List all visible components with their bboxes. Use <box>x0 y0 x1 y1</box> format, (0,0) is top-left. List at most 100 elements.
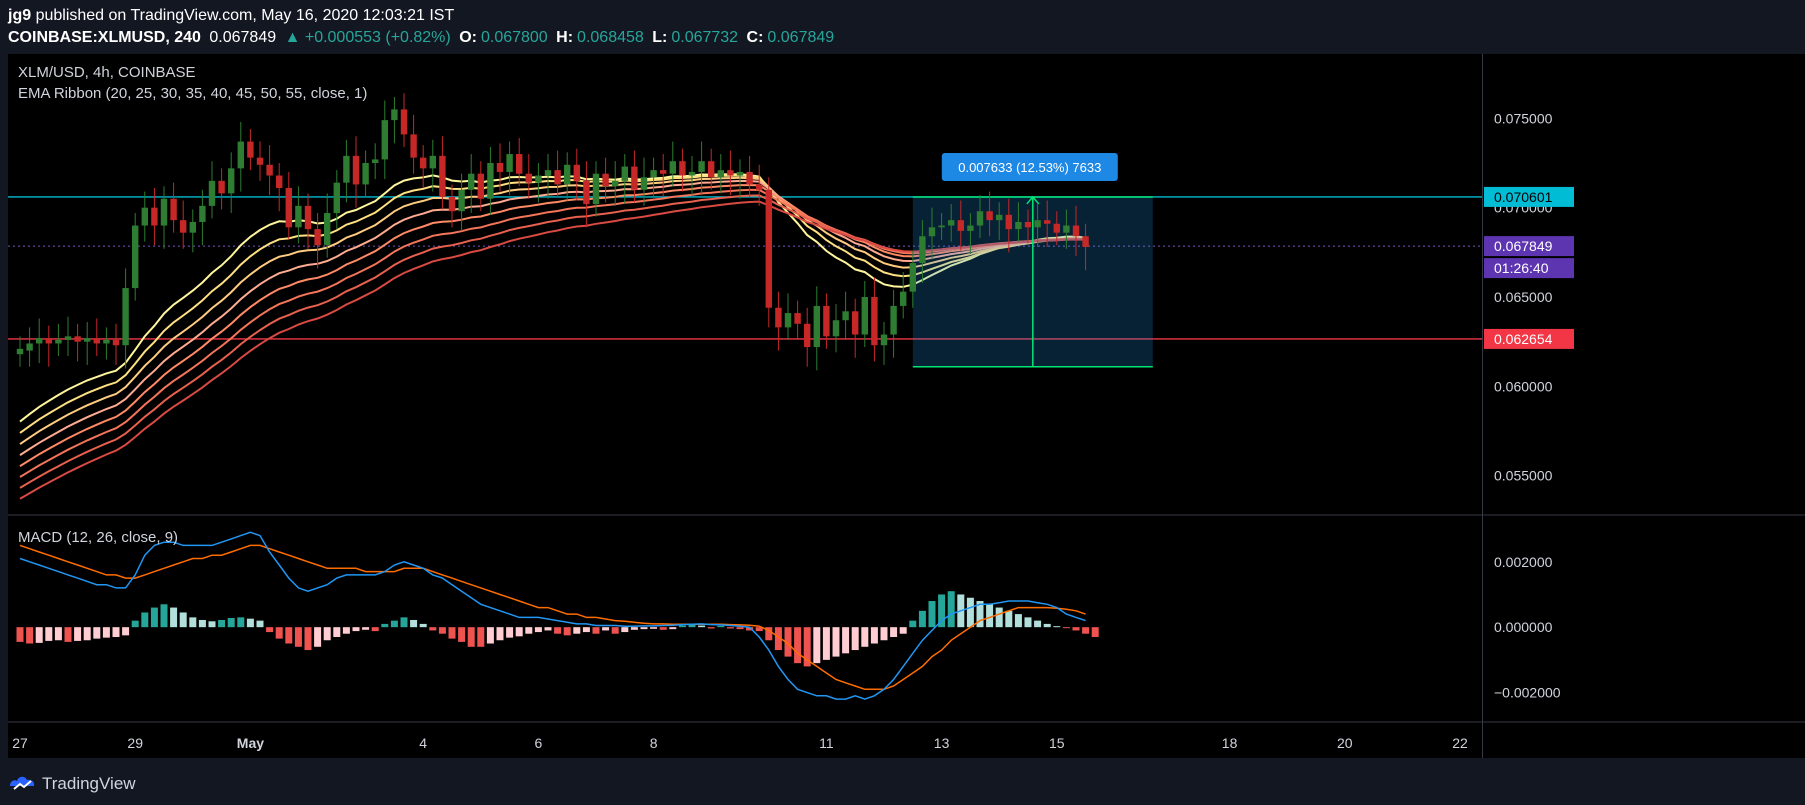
candle-body <box>564 164 571 185</box>
macd-tick-label: −0.002000 <box>1494 685 1561 701</box>
macd-histogram-bar <box>74 627 82 641</box>
candle-body <box>36 338 43 344</box>
macd-histogram-bar <box>1043 623 1051 628</box>
candle-body <box>151 207 158 226</box>
candle-body <box>679 161 686 176</box>
time-tick-label: 11 <box>819 735 834 751</box>
macd-histogram-bar <box>573 627 581 634</box>
candle-body <box>813 305 820 348</box>
candle-body <box>84 338 91 342</box>
macd-histogram-bar <box>189 617 197 628</box>
candle-body <box>64 336 72 340</box>
macd-histogram-bar <box>784 627 792 657</box>
macd-histogram-bar <box>774 627 782 651</box>
macd-histogram-bar <box>554 627 562 634</box>
macd-histogram-bar <box>131 620 139 628</box>
time-tick-label: 8 <box>650 735 658 751</box>
countdown-badge: 01:26:40 <box>1494 260 1549 276</box>
macd-tick-label: 0.000000 <box>1494 619 1553 635</box>
macd-histogram-bar <box>890 627 898 637</box>
macd-histogram-bar <box>410 619 418 628</box>
candle-body <box>890 305 897 335</box>
macd-histogram-bar <box>611 627 619 634</box>
macd-histogram-bar <box>842 627 850 654</box>
chart-canvas[interactable]: 0.0750000.0700000.0650000.0600000.055000… <box>0 54 1805 762</box>
macd-histogram-bar <box>448 627 456 639</box>
macd-histogram-bar <box>179 612 187 628</box>
candle-body <box>1024 221 1032 228</box>
candle-body <box>602 173 609 187</box>
ema-ribbon-line <box>19 174 1086 434</box>
chart-header: jg9 published on TradingView.com, May 16… <box>0 0 1805 54</box>
candle-body <box>957 220 964 231</box>
candle-body <box>324 213 331 246</box>
macd-histogram-bar <box>803 627 811 667</box>
macd-histogram-bar <box>314 627 322 647</box>
publisher-name[interactable]: jg9 <box>8 7 32 24</box>
candle-body <box>832 320 840 337</box>
candle-body <box>1063 225 1070 233</box>
macd-histogram-bar <box>630 627 638 630</box>
candle-body <box>967 225 974 231</box>
macd-histogram-bar <box>899 627 907 634</box>
candle-body <box>391 109 398 121</box>
candle-body <box>612 180 619 187</box>
brand-name[interactable]: TradingView <box>42 774 136 793</box>
macd-histogram-bar <box>294 627 302 647</box>
macd-histogram-bar <box>822 627 830 660</box>
candle-body <box>468 173 475 190</box>
candle-body <box>996 214 1003 221</box>
candle-body <box>208 180 216 206</box>
resistance-price-badge: 0.070601 <box>1494 189 1553 205</box>
last-price-badge: 0.067849 <box>1494 238 1553 254</box>
candle-body <box>314 229 321 246</box>
candle-body <box>688 171 696 176</box>
macd-histogram-bar <box>1024 617 1032 628</box>
time-tick-label: 4 <box>419 735 427 751</box>
macd-histogram-bar <box>458 627 466 642</box>
macd-histogram-bar <box>544 627 552 631</box>
macd-histogram-bar <box>986 604 994 628</box>
candle-body <box>948 220 955 226</box>
ema-ribbon-line <box>19 179 1086 456</box>
candle-body <box>861 297 868 335</box>
macd-histogram-bar <box>506 627 514 638</box>
macd-histogram-bar <box>928 601 936 628</box>
price-tick-label: 0.055000 <box>1494 468 1553 484</box>
candle-body <box>784 313 792 328</box>
candle-body <box>304 205 312 230</box>
macd-histogram-bar <box>333 627 341 637</box>
last-price: 0.067849 <box>209 29 277 46</box>
candle-body <box>986 211 993 221</box>
candle-body <box>631 166 638 190</box>
macd-histogram-bar <box>438 627 446 634</box>
candle-body <box>660 170 667 174</box>
macd-histogram-bar <box>122 627 130 636</box>
candle-body <box>573 164 580 181</box>
macd-histogram-bar <box>362 627 370 630</box>
candle-body <box>122 288 129 346</box>
candle-body <box>1072 225 1080 237</box>
ohlc-legend: COINBASE:XLMUSD, 240 0.067849 ▲ +0.00055… <box>8 29 838 47</box>
candle-body <box>189 221 196 233</box>
candle-body <box>93 338 100 344</box>
macd-histogram-bar <box>1034 620 1042 628</box>
macd-histogram-bar <box>794 627 802 664</box>
measure-label-box <box>941 152 1118 181</box>
candle-body <box>516 154 523 174</box>
candle-body <box>199 205 206 222</box>
macd-histogram-bar <box>371 627 379 632</box>
macd-histogram-bar <box>832 627 840 657</box>
macd-histogram-bar <box>947 591 955 628</box>
macd-histogram-bar <box>717 625 725 628</box>
macd-histogram-bar <box>1005 610 1013 628</box>
time-tick-label: 22 <box>1452 735 1468 751</box>
macd-histogram-bar <box>208 621 216 628</box>
candle-body <box>727 170 734 176</box>
candle-body <box>352 155 360 185</box>
candle-body <box>381 120 388 160</box>
time-tick-label: May <box>237 735 264 751</box>
symbol-label[interactable]: COINBASE:XLMUSD, 240 <box>8 29 201 46</box>
candle-body <box>775 307 782 328</box>
candle-body <box>160 198 168 226</box>
